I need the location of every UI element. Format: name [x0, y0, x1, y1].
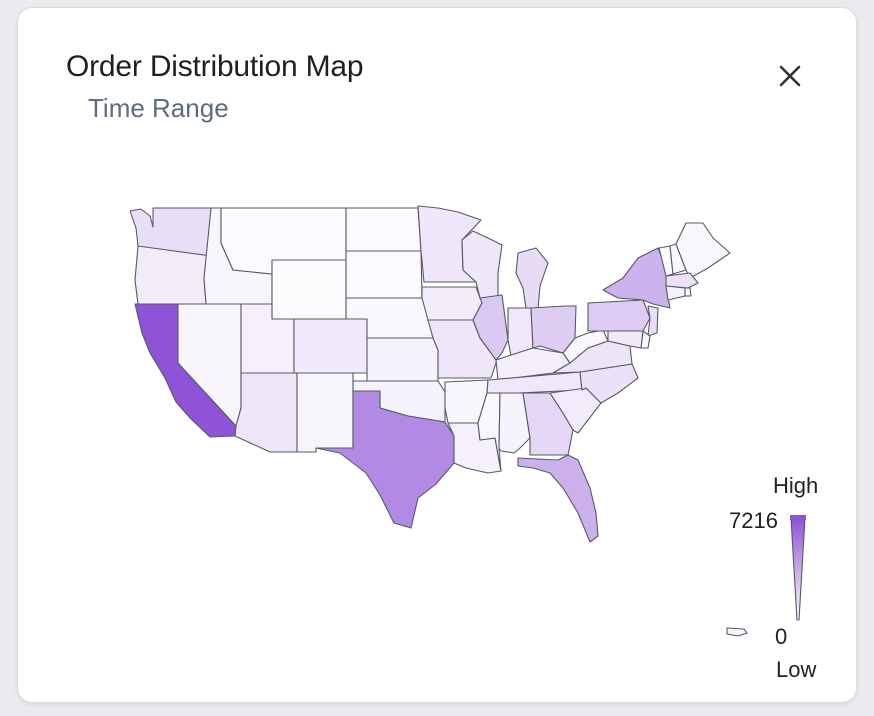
- legend-gradient-bar: [790, 517, 806, 621]
- state-MI[interactable]: [515, 247, 549, 309]
- state-KS[interactable]: [366, 337, 439, 382]
- state-WV[interactable]: [562, 329, 609, 364]
- legend-max-marker: [790, 515, 806, 520]
- state-NC[interactable]: [579, 363, 639, 404]
- state-PA[interactable]: [587, 299, 651, 332]
- state-NY[interactable]: [602, 247, 671, 309]
- state-ND[interactable]: [345, 207, 422, 252]
- state-FL[interactable]: [517, 454, 599, 543]
- state-TX[interactable]: [315, 390, 455, 529]
- legend-max-value: 7216: [729, 508, 778, 533]
- state-CO[interactable]: [293, 318, 368, 374]
- state-OR[interactable]: [134, 245, 212, 305]
- legend-low-label: Low: [776, 657, 817, 682]
- time-range-filter[interactable]: Time Range: [88, 93, 229, 123]
- card-title: Order Distribution Map: [66, 50, 364, 83]
- state-WI[interactable]: [461, 230, 503, 299]
- state-NJ[interactable]: [647, 305, 659, 337]
- state-IA[interactable]: [421, 286, 483, 321]
- us-choropleth-map: [129, 205, 806, 637]
- state-MA[interactable]: [665, 272, 699, 289]
- state-MD[interactable]: [607, 330, 644, 349]
- state-CT[interactable]: [665, 285, 686, 301]
- legend-high-label: High: [773, 473, 819, 498]
- state-WY[interactable]: [271, 259, 347, 320]
- map-card: Order Distribution Map Time Range High 7…: [18, 8, 856, 702]
- state-AZ[interactable]: [234, 372, 298, 453]
- state-TN[interactable]: [486, 371, 583, 394]
- state-RI[interactable]: [684, 287, 692, 297]
- state-ME[interactable]: [675, 222, 731, 279]
- state-NM[interactable]: [296, 372, 354, 453]
- states-group: [129, 205, 731, 543]
- state-SD[interactable]: [345, 250, 423, 299]
- close-icon[interactable]: [774, 60, 806, 92]
- legend-min-value: 0: [775, 624, 788, 649]
- state-PR[interactable]: [726, 627, 748, 637]
- state-MS[interactable]: [477, 392, 502, 472]
